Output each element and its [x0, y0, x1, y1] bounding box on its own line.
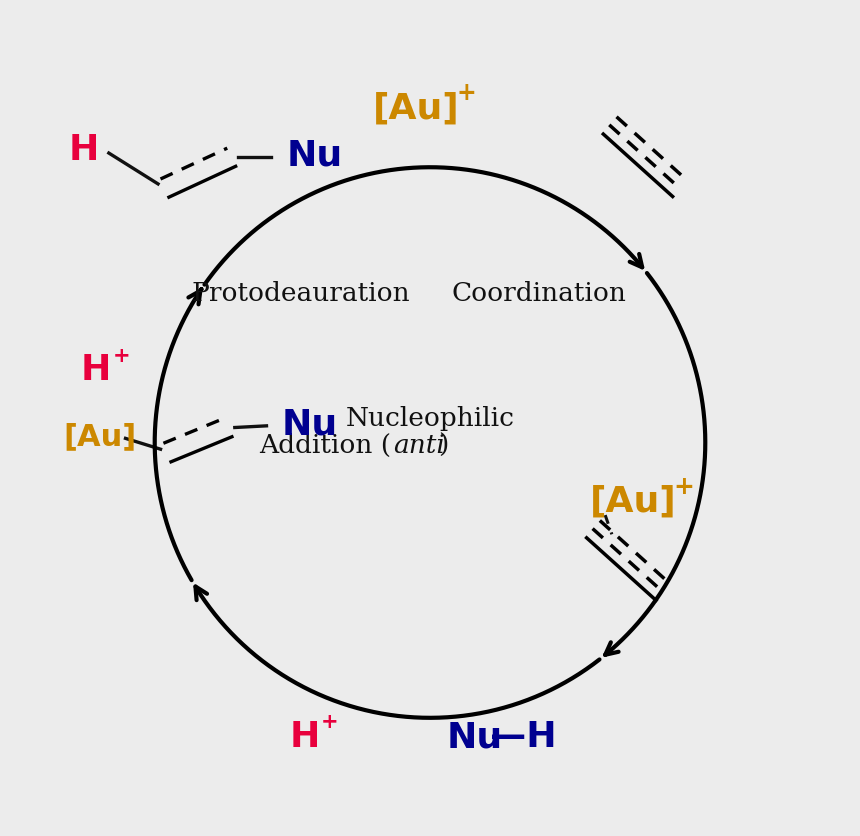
Text: [Au]: [Au]: [63, 422, 136, 451]
Text: Nu: Nu: [281, 407, 338, 441]
Text: H: H: [81, 353, 112, 387]
Text: Nu: Nu: [286, 139, 342, 172]
Text: +: +: [321, 711, 339, 732]
Text: Protodeauration: Protodeauration: [192, 281, 410, 305]
Text: anti: anti: [393, 432, 445, 457]
Text: [Au]: [Au]: [590, 484, 677, 518]
Text: Addition (: Addition (: [260, 432, 391, 457]
Text: +: +: [457, 81, 476, 105]
Text: +: +: [113, 345, 130, 365]
Text: H: H: [290, 719, 320, 753]
Text: Coordination: Coordination: [451, 281, 626, 305]
Text: H: H: [69, 133, 99, 166]
Text: [Au]: [Au]: [373, 91, 460, 125]
Text: ): ): [439, 432, 449, 457]
Text: Nucleophilic: Nucleophilic: [346, 405, 514, 431]
Text: —H: —H: [490, 719, 556, 753]
Text: +: +: [673, 474, 695, 498]
Text: Nu: Nu: [446, 719, 503, 753]
